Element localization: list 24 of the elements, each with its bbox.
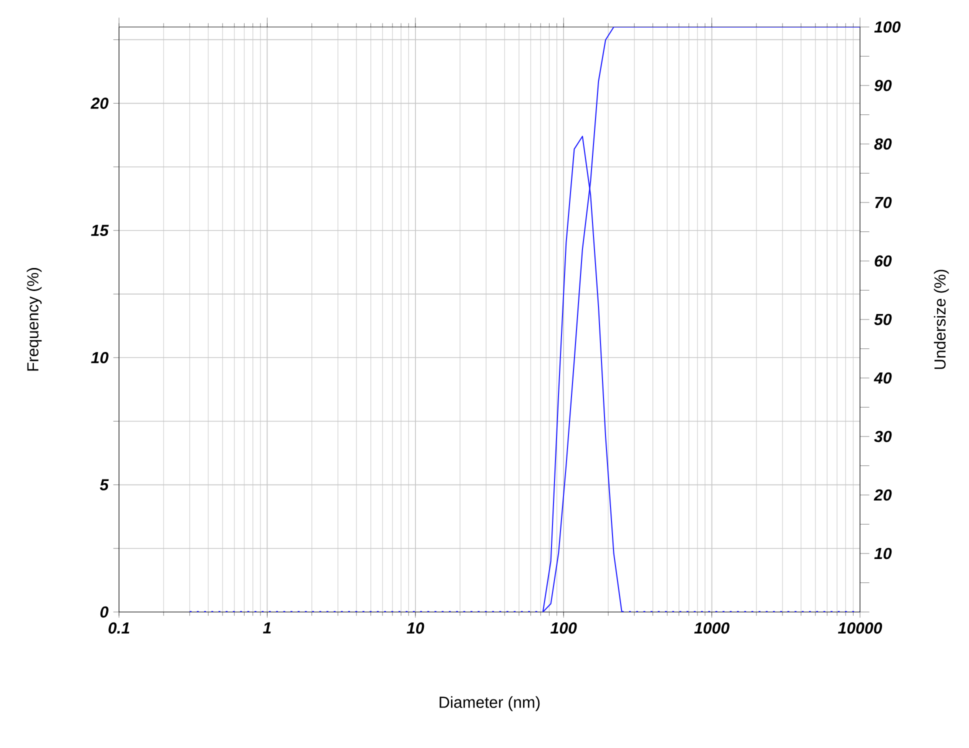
x-tick-label: 1000 [694, 622, 730, 634]
y-axis-title: Frequency (%) [26, 268, 42, 371]
y-tick-label: 0 [100, 606, 108, 618]
y-tick-label: 5 [100, 479, 109, 490]
x-axis-title: Diameter (nm) [440, 696, 540, 712]
x-tick-label: 1 [263, 622, 271, 634]
y-tick-label: 10 [91, 352, 108, 364]
y2-axis-title: Undersize (%) [934, 270, 949, 369]
x-tick-label: 100 [550, 622, 577, 634]
x-tick-label: 0.1 [108, 622, 130, 634]
y-tick-label: 15 [91, 224, 109, 236]
y2-tick-label: 70 [875, 196, 892, 208]
y2-tick-label: 80 [874, 138, 892, 150]
y2-tick-label: 40 [874, 372, 892, 384]
y-tick-label: 20 [90, 98, 108, 109]
y2-tick-label: 10 [874, 548, 892, 560]
y2-tick-label: 100 [874, 21, 901, 33]
y2-tick-label: 60 [874, 255, 892, 267]
x-tick-label: 10 [406, 622, 424, 634]
y2-tick-label: 30 [874, 430, 892, 442]
y2-tick-label: 20 [874, 489, 892, 501]
y2-tick-label: 90 [874, 80, 892, 92]
x-tick-label: 10000 [838, 622, 882, 634]
y2-tick-label: 50 [874, 314, 892, 326]
